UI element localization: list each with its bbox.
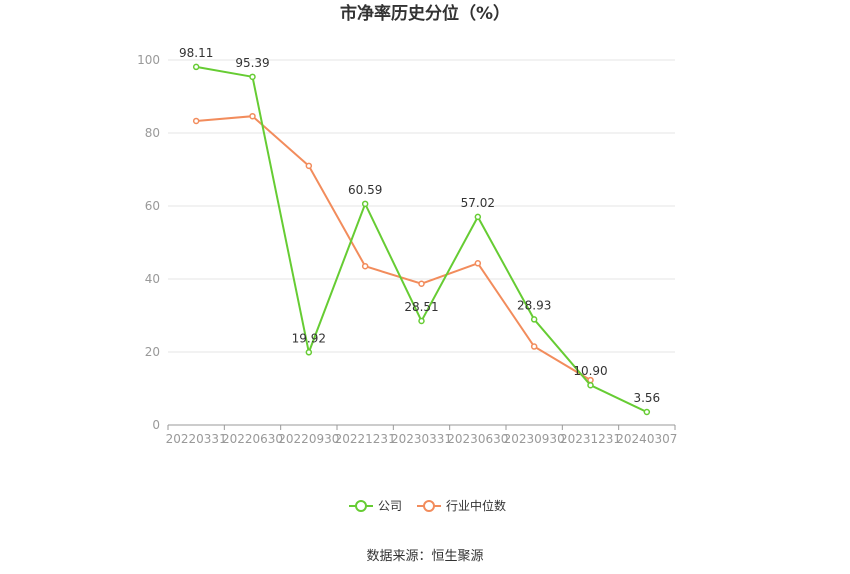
data-point[interactable] — [192, 63, 200, 71]
data-point[interactable] — [643, 408, 651, 416]
data-label: 28.93 — [517, 298, 551, 312]
y-tick-label: 80 — [145, 126, 160, 140]
legend-marker-icon — [423, 500, 435, 512]
legend-item-1[interactable]: 行业中位数 — [417, 498, 506, 513]
legend-label: 行业中位数 — [446, 498, 506, 513]
x-tick-label: 20220630 — [222, 432, 283, 446]
data-point[interactable] — [418, 317, 425, 325]
x-tick-label: 20230930 — [504, 432, 565, 446]
y-tick-label: 60 — [145, 199, 160, 213]
x-tick-label: 20220331 — [166, 432, 227, 446]
data-point[interactable] — [530, 316, 538, 323]
x-tick-label: 20230331 — [391, 432, 452, 446]
data-point[interactable] — [249, 73, 256, 81]
chart-title: 市净率历史分位（%） — [340, 3, 510, 24]
data-label: 28.51 — [404, 300, 438, 314]
data-point[interactable] — [361, 262, 369, 270]
x-tick-label: 20221231 — [335, 432, 396, 446]
grid — [168, 59, 675, 353]
data-point[interactable] — [305, 162, 313, 170]
data-point[interactable] — [474, 213, 482, 221]
axes: 0 20 40 60 80 100 2022033120220630202209302022… — [137, 53, 677, 446]
data-label: 3.56 — [633, 391, 660, 405]
data-label: 19.92 — [292, 331, 326, 345]
data-point[interactable] — [474, 260, 482, 267]
source-label: 数据来源：恒生聚源 — [366, 549, 483, 564]
data-label: 57.02 — [461, 196, 495, 210]
legend-marker-icon — [355, 500, 367, 512]
x-tick-label: 20230630 — [447, 432, 508, 446]
data-point[interactable] — [192, 117, 200, 125]
data-point[interactable] — [587, 381, 594, 389]
data-point[interactable] — [305, 349, 313, 356]
y-tick-label: 100 — [137, 53, 160, 67]
data-labels: 98.11 95.39 19.92 60.59 28.51 57.02 28.93 10.90… — [179, 46, 660, 405]
data-point[interactable] — [249, 112, 256, 120]
data-point[interactable] — [530, 343, 538, 350]
y-tick-label: 40 — [145, 272, 160, 286]
y-tick-label: 20 — [145, 345, 160, 359]
data-point[interactable] — [361, 200, 369, 208]
legend-item-0[interactable]: 公司 — [349, 499, 402, 513]
series-line-0 — [195, 65, 648, 413]
data-point[interactable] — [418, 280, 425, 287]
x-tick-label: 20240307 — [616, 432, 677, 446]
data-label: 98.11 — [179, 46, 213, 60]
data-label: 95.39 — [235, 56, 269, 70]
y-tick-label: 0 — [152, 418, 160, 432]
data-label: 60.59 — [348, 183, 382, 197]
x-tick-label: 20231231 — [560, 432, 621, 446]
legend[interactable]: 公司 行业中位数 — [349, 498, 506, 513]
legend-label: 公司 — [378, 499, 402, 513]
x-tick-label: 20220930 — [278, 432, 339, 446]
data-label: 10.90 — [573, 364, 607, 378]
series-line-1 — [196, 115, 592, 381]
series-layer — [192, 63, 651, 416]
